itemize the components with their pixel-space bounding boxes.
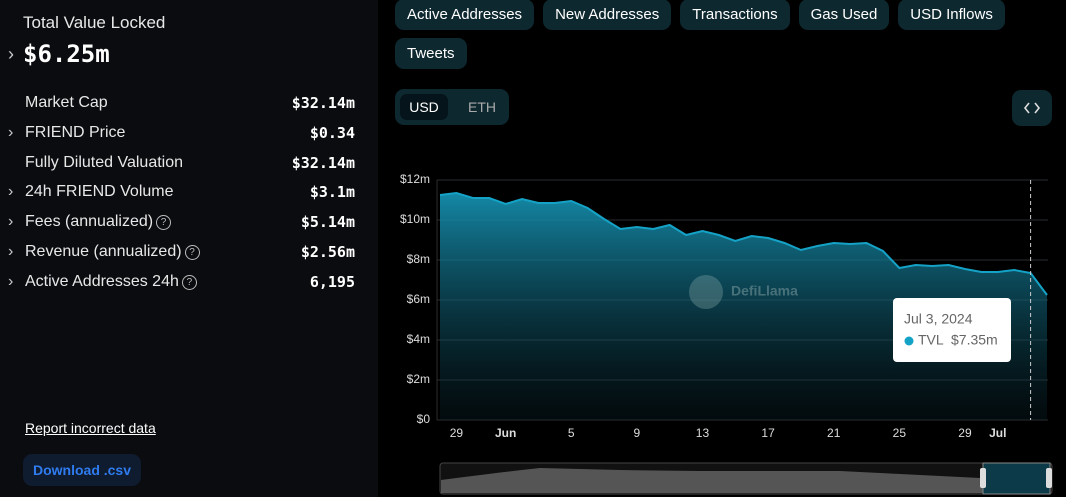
y-tick-label: $8m <box>407 252 430 266</box>
metric-value: $32.14m <box>291 94 355 112</box>
tooltip-date: Jul 3, 2024 <box>904 311 973 327</box>
metric-value: $3.1m <box>309 183 355 202</box>
metric-row[interactable]: › Revenue (annualized)? $2.56m <box>0 240 378 264</box>
y-tick-label: $6m <box>407 292 430 306</box>
x-tick-label: 29 <box>450 426 464 440</box>
metric-label: Active Addresses 24h? <box>25 270 197 294</box>
info-icon: ? <box>156 215 172 231</box>
expand-arrow: › <box>8 243 14 260</box>
tooltip-series: TVL <box>918 332 944 348</box>
x-tick-label: Jun <box>495 426 516 440</box>
metric-row[interactable]: › Active Addresses 24h? 6,195 <box>0 270 378 294</box>
info-icon: ? <box>181 274 197 290</box>
metric-label: Fees (annualized)? <box>25 210 172 234</box>
metric-value: $5.14m <box>300 213 355 232</box>
x-tick-label: 5 <box>568 426 575 440</box>
x-tick-label: 25 <box>893 426 907 440</box>
tvl-label: Total Value Locked <box>23 13 166 32</box>
metric-row: Market Cap $32.14m <box>0 91 378 115</box>
expand-arrow: › <box>8 183 14 201</box>
x-tick-label: 9 <box>634 426 641 440</box>
currency-toggle: USD ETH <box>395 89 509 125</box>
metric-label-text: Active Addresses 24h <box>25 272 179 290</box>
overview-slider[interactable] <box>439 462 1053 495</box>
y-tick-label: $0 <box>417 412 431 426</box>
metric-value: 6,195 <box>309 272 355 291</box>
expand-arrow[interactable]: › <box>8 44 14 64</box>
metric-row[interactable]: › FRIEND Price $0.34 <box>0 121 378 145</box>
metric-value: $0.34 <box>309 123 355 142</box>
summary-panel: Total Value Locked › $6.25m Market Cap $3… <box>0 0 378 497</box>
metric-label-text: Fees (annualized) <box>25 213 154 231</box>
metric-label-text: FRIEND Price <box>25 123 126 141</box>
metric-label: Market Cap <box>25 91 108 115</box>
expand-arrow: › <box>8 272 14 290</box>
metric-label: FRIEND Price <box>25 121 125 145</box>
line <box>439 191 1048 296</box>
watermark-text: DefiLlama <box>731 283 798 299</box>
y-tick-label: $2m <box>407 372 430 386</box>
download-button[interactable]: Download .csv <box>23 454 141 486</box>
x-tick-label: 21 <box>827 426 841 440</box>
metric-row[interactable]: › Fees (annualized)? $5.14m <box>0 210 378 234</box>
tab-button[interactable]: Tweets <box>395 38 467 69</box>
metric-value: $32.14m <box>291 153 355 172</box>
x-tick-label: 13 <box>696 426 710 440</box>
metric-label: Fully Diluted Valuation <box>25 151 183 175</box>
metric-label: Revenue (annualized)? <box>25 240 200 264</box>
report-link[interactable]: Report incorrect data <box>25 420 156 436</box>
tvl-value: $6.25m <box>23 40 110 68</box>
tooltip-box <box>893 298 1011 362</box>
metric-label-text: Market Cap <box>25 94 108 111</box>
metric-row[interactable]: › 24h FRIEND Volume $3.1m <box>0 180 378 204</box>
tab-button[interactable]: Transactions <box>680 0 790 30</box>
currency-option[interactable]: ETH <box>468 99 496 115</box>
x-tick-label: Jul <box>989 426 1006 440</box>
tab-button[interactable]: Gas Used <box>798 0 890 30</box>
embed-button[interactable] <box>1012 90 1052 126</box>
metric-label: 24h FRIEND Volume <box>25 180 174 204</box>
x-tick-label: 17 <box>761 426 775 440</box>
info-icon: ? <box>184 245 200 260</box>
metric-label-text: 24h FRIEND Volume <box>25 183 174 201</box>
currency-option[interactable]: USD <box>400 94 448 120</box>
tab-button[interactable]: New Addresses <box>543 0 672 30</box>
x-tick-label: 29 <box>958 426 972 440</box>
area-fill <box>440 193 1047 420</box>
metric-label-text: Fully Diluted Valuation <box>25 153 184 171</box>
watermark: DefiLlama <box>689 275 798 309</box>
embed-icon <box>1023 102 1041 114</box>
y-tick-label: $10m <box>400 212 430 226</box>
tooltip-dot <box>904 336 914 346</box>
metric-value: $2.56m <box>300 243 355 261</box>
expand-arrow: › <box>8 213 14 231</box>
metric-row: Fully Diluted Valuation $32.14m <box>0 151 378 175</box>
tab-button[interactable]: USD Inflows <box>898 0 1005 30</box>
y-tick-label: $4m <box>407 332 430 346</box>
metric-tabs: Active Addresses New Addresses Transaction… <box>395 0 1025 69</box>
expand-arrow: › <box>8 123 14 141</box>
tooltip-value: $7.35m <box>951 332 998 348</box>
metric-label-text: Revenue (annualized) <box>25 243 182 260</box>
tab-button[interactable]: Active Addresses <box>395 0 535 30</box>
y-tick-label: $12m <box>400 172 430 186</box>
